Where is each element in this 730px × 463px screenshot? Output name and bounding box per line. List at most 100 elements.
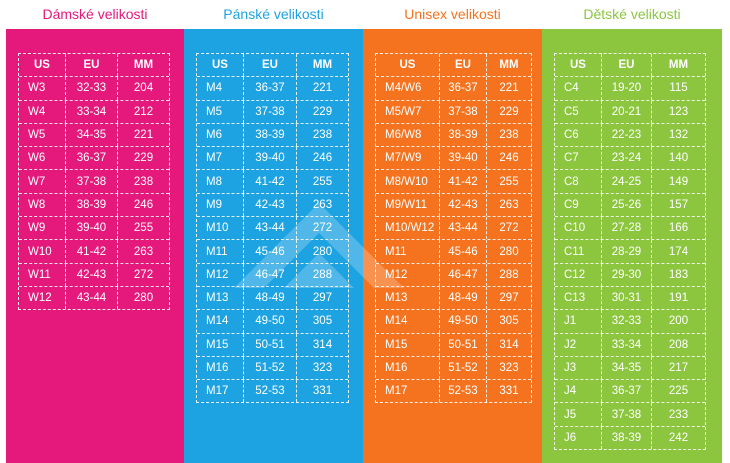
us-size-cell: W10 bbox=[19, 240, 66, 263]
mm-size-cell: 221 bbox=[312, 82, 333, 95]
mm-size-cell: 229 bbox=[133, 152, 154, 165]
header-eu: EU bbox=[602, 54, 652, 77]
table-row: J2 33-34 208 bbox=[555, 333, 705, 357]
table-row: C11 28-29 174 bbox=[555, 240, 705, 264]
eu-size-cell: 38-39 bbox=[602, 426, 652, 450]
us-size-cell: J3 bbox=[555, 356, 602, 380]
eu-size-cell: 37-38 bbox=[440, 100, 487, 123]
eu-size-cell: 45-46 bbox=[440, 240, 487, 263]
mm-size-cell: 272 bbox=[312, 222, 333, 235]
mm-size-cell: 238 bbox=[499, 129, 519, 142]
eu-size-cell: 46-47 bbox=[440, 263, 487, 286]
us-size-cell: C4 bbox=[555, 77, 602, 100]
us-size-cell: M10/W12 bbox=[376, 217, 440, 240]
table-row: W12 43-44 280 bbox=[19, 286, 169, 310]
size-table: US EU MM M4/W6 36-37 221 M5/W7 37-38 229 M6/W8 38-… bbox=[375, 53, 532, 404]
us-size-cell: C11 bbox=[555, 240, 602, 263]
header-eu: EU bbox=[66, 54, 118, 77]
table-row: M12 46-47 288 bbox=[197, 263, 348, 287]
eu-size-cell: 41-42 bbox=[244, 170, 297, 193]
table-header-row: US EU MM bbox=[197, 54, 348, 78]
us-size-cell: C10 bbox=[555, 217, 602, 240]
eu-size-cell: 34-35 bbox=[66, 123, 118, 147]
table-row: M4/W6 36-37 221 bbox=[376, 77, 531, 101]
us-size-cell: M6/W8 bbox=[376, 123, 440, 147]
mm-size-cell: 229 bbox=[499, 105, 519, 118]
header-us: US bbox=[376, 54, 440, 77]
eu-size-cell: 45-46 bbox=[244, 240, 297, 263]
eu-size-cell: 37-38 bbox=[244, 100, 297, 123]
table-row: J4 36-37 225 bbox=[555, 380, 705, 404]
header-eu: EU bbox=[244, 54, 297, 77]
eu-size-cell: 22-23 bbox=[602, 123, 652, 147]
us-size-cell: W5 bbox=[19, 123, 66, 147]
size-table: US EU MM C4 19-20 115 C5 20-21 123 C6 22-23 132 C7 23… bbox=[554, 53, 706, 451]
mm-size-cell: 323 bbox=[312, 362, 333, 374]
table-row: W11 42-43 272 bbox=[19, 263, 169, 287]
mm-size-cell: 280 bbox=[133, 292, 154, 305]
mm-size-cell: 238 bbox=[312, 129, 333, 142]
mm-size-cell: 305 bbox=[312, 315, 333, 328]
mm-size-cell: 246 bbox=[499, 152, 519, 165]
eu-size-cell: 43-44 bbox=[66, 286, 118, 310]
mm-size-cell: 288 bbox=[499, 268, 519, 281]
eu-size-cell: 52-53 bbox=[244, 380, 297, 403]
us-size-cell: M4/W6 bbox=[376, 77, 440, 100]
column-title: Dětské velikosti bbox=[583, 6, 681, 22]
us-size-cell: M15 bbox=[376, 333, 440, 356]
mm-size-cell: 191 bbox=[668, 292, 689, 305]
us-size-cell: M9 bbox=[197, 193, 244, 217]
table-row: C13 30-31 191 bbox=[555, 286, 705, 311]
us-size-cell: J5 bbox=[555, 403, 602, 426]
us-size-cell: W9 bbox=[19, 217, 66, 240]
size-column-men: Pánské velikosti US EU MM M4 36-37 221 M5 37-38 2… bbox=[184, 0, 363, 463]
size-table: US EU MM M4 36-37 221 M5 37-38 229 M6 38-39 238 M7 39… bbox=[196, 53, 349, 404]
table-row: M17 52-53 331 bbox=[197, 380, 348, 403]
eu-size-cell: 39-40 bbox=[440, 147, 487, 170]
us-size-cell: M4 bbox=[197, 77, 244, 100]
table-row: J5 37-38 233 bbox=[555, 403, 705, 427]
eu-size-cell: 41-42 bbox=[440, 170, 487, 193]
us-size-cell: J6 bbox=[555, 426, 602, 450]
us-size-cell: C13 bbox=[555, 286, 602, 310]
us-size-cell: J1 bbox=[555, 310, 602, 333]
eu-size-cell: 34-35 bbox=[602, 356, 652, 380]
us-size-cell: C6 bbox=[555, 123, 602, 147]
header-eu: EU bbox=[440, 54, 487, 77]
table-row: C12 29-30 183 bbox=[555, 263, 705, 287]
size-column-kids: Dětské velikosti US EU MM C4 19-20 115 C5 20-21 1… bbox=[542, 0, 722, 463]
table-row: W8 38-39 246 bbox=[19, 193, 169, 218]
header-mm: MM bbox=[133, 59, 154, 72]
us-size-cell: C7 bbox=[555, 147, 602, 170]
table-row: M10 43-44 272 bbox=[197, 217, 348, 241]
eu-size-cell: 51-52 bbox=[244, 356, 297, 380]
eu-size-cell: 23-24 bbox=[602, 147, 652, 170]
mm-size-cell: 272 bbox=[499, 222, 519, 235]
eu-size-cell: 38-39 bbox=[440, 123, 487, 147]
us-size-cell: M5 bbox=[197, 100, 244, 123]
us-size-cell: J4 bbox=[555, 380, 602, 403]
eu-size-cell: 42-43 bbox=[244, 193, 297, 217]
table-row: M17 52-53 331 bbox=[376, 380, 531, 403]
us-size-cell: M17 bbox=[376, 380, 440, 403]
us-size-cell: M14 bbox=[197, 310, 244, 333]
table-row: M13 48-49 297 bbox=[376, 286, 531, 311]
mm-size-cell: 208 bbox=[668, 338, 689, 351]
table-row: M9 42-43 263 bbox=[197, 193, 348, 218]
mm-size-cell: 323 bbox=[499, 362, 519, 374]
us-size-cell: W7 bbox=[19, 170, 66, 193]
eu-size-cell: 48-49 bbox=[440, 286, 487, 310]
mm-size-cell: 255 bbox=[133, 222, 154, 235]
color-panel: US EU MM M4/W6 36-37 221 M5/W7 37-38 229 M6/W8 38-… bbox=[363, 29, 542, 463]
mm-size-cell: 305 bbox=[499, 315, 519, 328]
eu-size-cell: 36-37 bbox=[66, 147, 118, 170]
mm-size-cell: 200 bbox=[668, 315, 689, 328]
mm-size-cell: 132 bbox=[668, 129, 689, 142]
mm-size-cell: 242 bbox=[668, 431, 689, 444]
mm-size-cell: 204 bbox=[133, 82, 154, 95]
eu-size-cell: 38-39 bbox=[66, 193, 118, 217]
eu-size-cell: 20-21 bbox=[602, 100, 652, 123]
us-size-cell: M14 bbox=[376, 310, 440, 333]
table-row: M7 39-40 246 bbox=[197, 147, 348, 171]
mm-size-cell: 280 bbox=[499, 245, 519, 258]
